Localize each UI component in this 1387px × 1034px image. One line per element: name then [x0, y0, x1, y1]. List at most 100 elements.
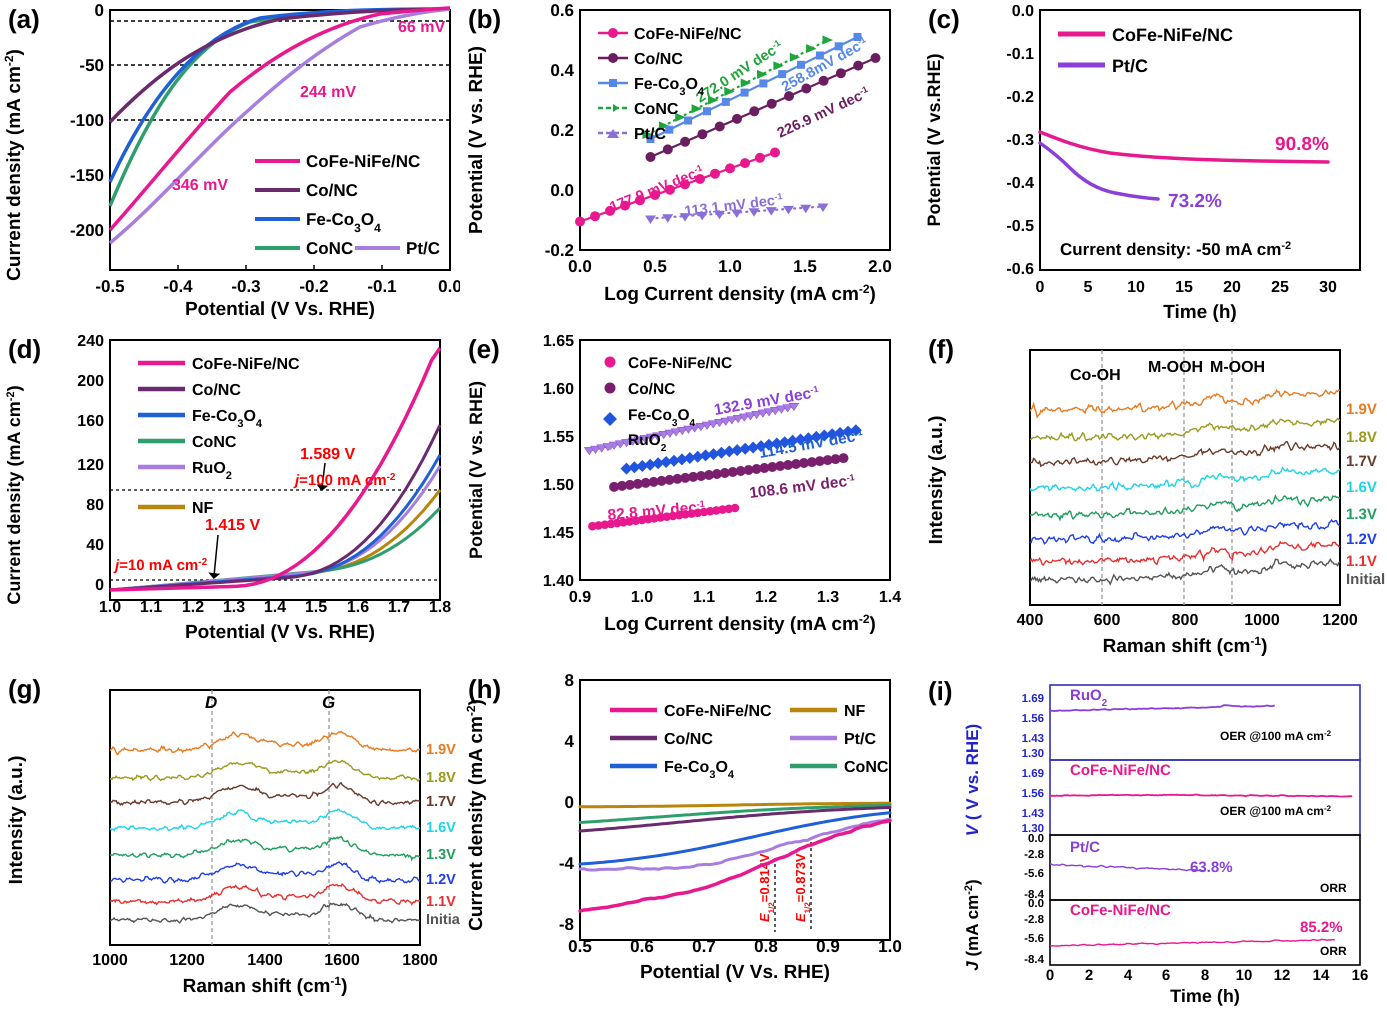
- svg-text:CoNC: CoNC: [306, 239, 353, 258]
- svg-text:1.5: 1.5: [305, 599, 327, 616]
- svg-text:Current density (mA cm-2): Current density (mA cm-2): [2, 49, 25, 281]
- svg-text:Time (h): Time (h): [1170, 986, 1240, 1006]
- svg-text:63.8%: 63.8%: [1190, 859, 1233, 876]
- svg-text:Potential (V Vs. RHE): Potential (V Vs. RHE): [185, 299, 375, 320]
- svg-text:V ( V vs. RHE): V ( V vs. RHE): [963, 724, 982, 836]
- svg-text:CoFe-NiFe/NC: CoFe-NiFe/NC: [306, 152, 420, 171]
- svg-text:1.69: 1.69: [1022, 768, 1044, 780]
- svg-text:-4: -4: [559, 854, 575, 873]
- svg-text:CoFe-NiFe/NC: CoFe-NiFe/NC: [1070, 902, 1171, 919]
- svg-text:CoFe-NiFe/NC: CoFe-NiFe/NC: [192, 356, 300, 373]
- svg-text:113.1 mV dec-1: 113.1 mV dec-1: [683, 191, 783, 220]
- svg-text:1.3V: 1.3V: [426, 847, 456, 863]
- svg-text:j=10 mA cm-2: j=10 mA cm-2: [113, 557, 208, 575]
- svg-text:0.6: 0.6: [550, 1, 574, 20]
- svg-text:66 mV: 66 mV: [398, 19, 445, 36]
- svg-text:1.69: 1.69: [1022, 693, 1044, 705]
- svg-text:(i): (i): [928, 676, 953, 706]
- svg-text:0.5: 0.5: [568, 937, 592, 956]
- svg-text:1600: 1600: [324, 952, 360, 969]
- svg-text:0.9: 0.9: [569, 589, 591, 606]
- svg-text:NF: NF: [192, 500, 214, 517]
- svg-text:0.2: 0.2: [550, 121, 574, 140]
- svg-text:CoNC: CoNC: [844, 759, 889, 776]
- svg-text:-8: -8: [559, 915, 574, 934]
- svg-text:-0.2: -0.2: [1006, 89, 1034, 106]
- svg-text:-150: -150: [70, 166, 104, 185]
- svg-text:1.3: 1.3: [223, 599, 245, 616]
- svg-text:1800: 1800: [402, 952, 438, 969]
- svg-text:1.3V: 1.3V: [1346, 506, 1377, 523]
- svg-text:Time (h): Time (h): [1163, 302, 1237, 323]
- svg-text:1.8: 1.8: [429, 599, 451, 616]
- svg-text:CoFe-NiFe/NC: CoFe-NiFe/NC: [664, 703, 772, 720]
- svg-text:(g): (g): [8, 674, 41, 704]
- svg-text:0.0: 0.0: [1028, 833, 1044, 845]
- svg-text:1.2: 1.2: [182, 599, 204, 616]
- svg-text:-0.2: -0.2: [299, 277, 328, 296]
- svg-text:1.0: 1.0: [718, 257, 742, 276]
- svg-text:1.40: 1.40: [543, 573, 574, 590]
- svg-text:1.65: 1.65: [543, 333, 574, 350]
- svg-text:-0.1: -0.1: [1006, 46, 1034, 63]
- svg-text:85.2%: 85.2%: [1300, 919, 1343, 936]
- svg-text:80: 80: [86, 497, 104, 514]
- svg-text:Potential (V Vs. RHE): Potential (V Vs. RHE): [185, 622, 375, 643]
- svg-text:Intensity (a.u.): Intensity (a.u.): [6, 756, 27, 885]
- svg-text:90.8%: 90.8%: [1275, 134, 1329, 155]
- svg-text:Pt/C: Pt/C: [634, 126, 666, 143]
- svg-text:1.8V: 1.8V: [1346, 429, 1377, 446]
- svg-text:0.0: 0.0: [550, 181, 574, 200]
- svg-text:1.6V: 1.6V: [426, 820, 456, 836]
- svg-text:1.7V: 1.7V: [1346, 453, 1377, 470]
- svg-text:CoFe-NiFe/NC: CoFe-NiFe/NC: [634, 26, 742, 43]
- svg-text:1.8V: 1.8V: [426, 770, 456, 786]
- svg-text:0.5: 0.5: [643, 257, 667, 276]
- svg-text:Log Current density (mA cm-2): Log Current density (mA cm-2): [604, 612, 876, 635]
- svg-text:-0.4: -0.4: [1006, 175, 1034, 192]
- svg-text:1.1: 1.1: [140, 599, 162, 616]
- svg-text:Co/NC: Co/NC: [306, 181, 358, 200]
- svg-text:(b): (b): [468, 4, 501, 34]
- svg-text:Current density (mA cm-2): Current density (mA cm-2): [4, 385, 24, 604]
- svg-text:1.56: 1.56: [1022, 788, 1044, 800]
- svg-text:2: 2: [1085, 967, 1093, 984]
- svg-text:D: D: [205, 693, 217, 712]
- svg-text:1.4: 1.4: [879, 589, 901, 606]
- svg-text:0.0: 0.0: [1028, 898, 1044, 910]
- svg-text:1.5: 1.5: [793, 257, 817, 276]
- svg-text:8: 8: [1201, 967, 1209, 984]
- svg-text:Fe-Co3O4: Fe-Co3O4: [664, 759, 735, 781]
- svg-text:10: 10: [1236, 967, 1253, 984]
- svg-text:-200: -200: [70, 221, 104, 240]
- svg-text:Co/NC: Co/NC: [192, 382, 241, 399]
- svg-text:Fe-Co3O4: Fe-Co3O4: [192, 408, 263, 430]
- svg-text:6: 6: [1162, 967, 1170, 984]
- svg-text:20: 20: [1223, 279, 1241, 296]
- svg-text:J (mA cm-2): J (mA cm-2): [963, 879, 982, 970]
- svg-text:114.5 mV dec-1: 114.5 mV dec-1: [758, 427, 865, 462]
- svg-text:0: 0: [95, 577, 104, 594]
- svg-text:CoNC: CoNC: [192, 434, 237, 451]
- svg-text:(f): (f): [928, 334, 954, 364]
- svg-text:-5.6: -5.6: [1024, 868, 1044, 880]
- svg-text:1.0: 1.0: [878, 937, 902, 956]
- svg-text:Fe-Co3O4: Fe-Co3O4: [628, 407, 696, 429]
- svg-text:800: 800: [1172, 612, 1199, 629]
- svg-text:1.56: 1.56: [1022, 713, 1044, 725]
- svg-text:-50: -50: [79, 56, 104, 75]
- svg-text:-2.8: -2.8: [1024, 914, 1044, 926]
- svg-text:1.2V: 1.2V: [1346, 531, 1377, 548]
- svg-text:CoFe-NiFe/NC: CoFe-NiFe/NC: [1112, 25, 1233, 45]
- svg-text:0.4: 0.4: [550, 61, 574, 80]
- svg-text:Initial: Initial: [1346, 571, 1385, 588]
- svg-text:M-OOH: M-OOH: [1148, 359, 1203, 376]
- svg-text:0.8: 0.8: [754, 937, 778, 956]
- svg-text:Fe-Co3O4: Fe-Co3O4: [306, 210, 381, 235]
- svg-text:0.9: 0.9: [816, 937, 840, 956]
- svg-text:346 mV: 346 mV: [172, 177, 228, 194]
- svg-text:8: 8: [565, 671, 574, 690]
- svg-text:0.0: 0.0: [568, 257, 592, 276]
- svg-text:Potential (V vs.RHE): Potential (V vs.RHE): [924, 53, 944, 226]
- svg-text:NF: NF: [844, 703, 866, 720]
